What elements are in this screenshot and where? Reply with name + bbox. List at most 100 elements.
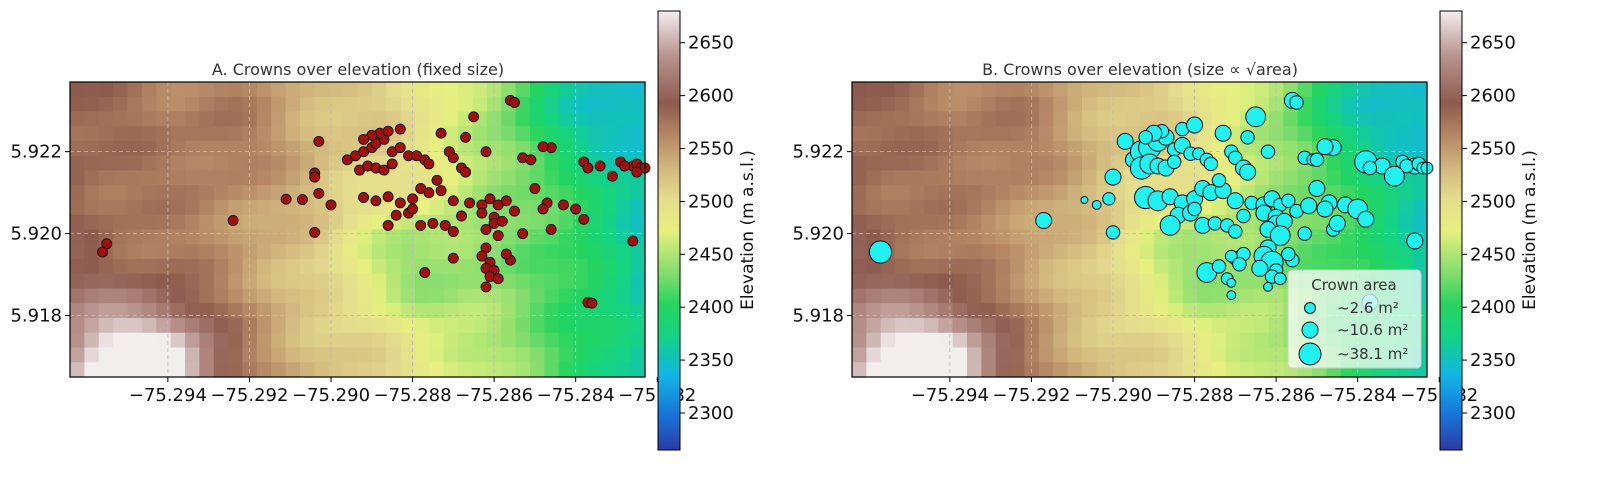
raster-cell xyxy=(601,141,617,157)
raster-cell xyxy=(371,303,387,319)
raster-cell xyxy=(185,347,200,363)
raster-cell xyxy=(1326,244,1342,260)
raster-cell xyxy=(415,347,430,363)
raster-cell xyxy=(967,200,982,216)
raster-cell xyxy=(967,170,982,186)
raster-cell xyxy=(501,82,517,98)
raster-cell xyxy=(938,155,954,172)
raster-cell xyxy=(895,200,911,216)
raster-cell xyxy=(630,332,646,349)
raster-cell xyxy=(228,362,244,378)
raster-cell xyxy=(170,332,186,349)
raster-cell xyxy=(1038,347,1054,363)
crown-point xyxy=(500,195,512,207)
raster-cell xyxy=(616,170,632,186)
raster-cell xyxy=(909,200,925,216)
raster-cell xyxy=(1038,170,1054,186)
raster-cell xyxy=(895,288,911,304)
raster-cell xyxy=(1240,318,1256,334)
raster-cell xyxy=(981,318,997,334)
x-tick-label: −75.286 xyxy=(455,385,533,406)
raster-cell xyxy=(98,362,114,378)
raster-cell xyxy=(199,244,215,260)
raster-cell xyxy=(515,332,531,349)
raster-cell xyxy=(314,347,330,363)
raster-cell xyxy=(1010,229,1026,245)
raster-cell xyxy=(472,318,488,334)
raster-cell xyxy=(1355,185,1371,201)
crown-point xyxy=(309,171,321,183)
raster-cell xyxy=(995,185,1011,201)
raster-cell xyxy=(228,273,244,290)
raster-cell xyxy=(300,214,315,231)
raster-cell xyxy=(1096,362,1112,378)
raster-cell xyxy=(256,141,272,157)
raster-cell xyxy=(895,318,911,334)
raster-cell xyxy=(952,200,968,216)
raster-cell xyxy=(400,229,416,245)
raster-cell xyxy=(1010,332,1026,349)
raster-cell xyxy=(371,362,387,378)
raster-cell xyxy=(558,185,574,201)
raster-cell xyxy=(938,229,954,245)
panel-b-elevation-raster xyxy=(852,82,1428,378)
raster-cell xyxy=(84,96,100,113)
panel-a-y-ticks: 5.918 5.920 5.922 xyxy=(10,142,70,327)
raster-cell xyxy=(343,347,359,363)
raster-cell xyxy=(1139,82,1155,98)
raster-cell xyxy=(328,111,344,127)
raster-cell xyxy=(1211,332,1227,349)
raster-cell xyxy=(1010,214,1026,231)
panel-b-y-ticks: 5.918 5.920 5.922 xyxy=(792,142,852,327)
raster-cell xyxy=(880,126,896,142)
raster-cell xyxy=(1283,126,1299,142)
raster-cell xyxy=(1082,332,1097,349)
raster-cell xyxy=(995,318,1011,334)
raster-cell xyxy=(530,318,545,334)
raster-cell xyxy=(501,332,517,349)
panel-a-colorbar-bar xyxy=(657,10,681,451)
raster-cell xyxy=(185,214,200,231)
raster-cell xyxy=(285,200,301,216)
raster-cell xyxy=(923,273,939,290)
raster-cell xyxy=(981,185,997,201)
crown-point xyxy=(586,297,598,309)
raster-cell xyxy=(156,170,172,186)
raster-cell xyxy=(1297,126,1313,142)
raster-cell xyxy=(1024,185,1040,201)
raster-cell xyxy=(199,185,215,201)
raster-cell xyxy=(127,229,143,245)
raster-cell xyxy=(938,347,954,363)
raster-cell xyxy=(981,273,997,290)
raster-cell xyxy=(558,155,574,172)
raster-cell xyxy=(1038,288,1054,304)
raster-cell xyxy=(185,200,200,216)
raster-cell xyxy=(199,332,215,349)
raster-cell xyxy=(98,273,114,290)
legend-label-large: ~38.1 m² xyxy=(1337,345,1408,363)
raster-cell xyxy=(343,229,359,245)
raster-cell xyxy=(1225,170,1241,186)
raster-cell xyxy=(895,347,911,363)
raster-cell xyxy=(70,273,85,290)
raster-cell xyxy=(70,259,85,275)
raster-cell xyxy=(558,273,574,290)
raster-cell xyxy=(1182,332,1198,349)
raster-cell xyxy=(98,126,114,142)
raster-cell xyxy=(501,111,517,127)
raster-cell xyxy=(1182,170,1198,186)
raster-cell xyxy=(1254,303,1270,319)
raster-cell xyxy=(573,244,589,260)
raster-cell xyxy=(866,347,882,363)
raster-cell xyxy=(228,318,244,334)
raster-cell xyxy=(300,362,315,378)
raster-cell xyxy=(127,318,143,334)
raster-cell xyxy=(113,259,129,275)
raster-cell xyxy=(558,82,574,98)
panel-a-x-ticks: −75.294 −75.292 −75.290 −75.288 −75.286 −75.2… xyxy=(129,377,696,406)
raster-cell xyxy=(1053,214,1069,231)
raster-cell xyxy=(1182,96,1198,113)
raster-cell xyxy=(328,288,344,304)
panel-b-frame xyxy=(851,81,1428,378)
raster-cell xyxy=(909,155,925,172)
